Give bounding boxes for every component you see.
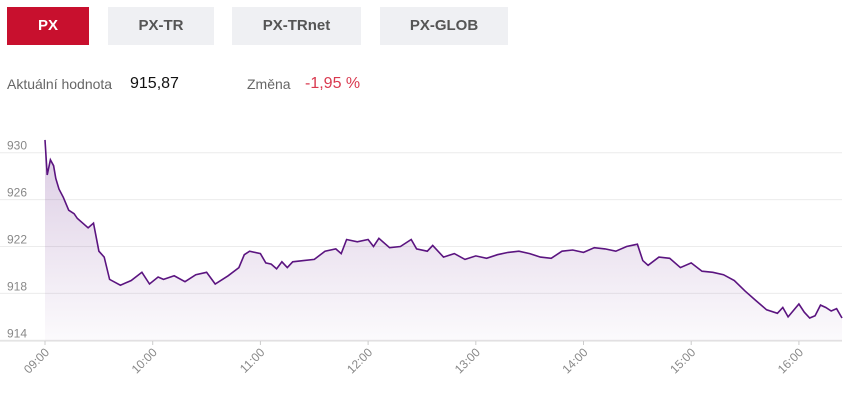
y-tick-label: 914 — [7, 326, 27, 340]
x-tick-label: 09:00 — [21, 345, 52, 376]
area-fill — [45, 139, 842, 341]
x-tick-label: 10:00 — [129, 345, 160, 376]
y-tick-label: 918 — [7, 279, 27, 293]
x-tick-label: 15:00 — [667, 345, 698, 376]
x-tick-label: 13:00 — [452, 345, 483, 376]
x-tick-label: 14:00 — [560, 345, 591, 376]
change: -1,95 % — [305, 75, 361, 92]
y-tick-label: 930 — [7, 139, 27, 153]
x-tick-label: 11:00 — [237, 345, 268, 376]
x-tick-label: 16:00 — [775, 345, 806, 376]
y-tick-label: 926 — [7, 186, 27, 200]
line — [44, 139, 843, 319]
value: 915,87 — [130, 75, 179, 92]
tab[interactable]: PX-TR — [108, 7, 214, 45]
tab[interactable]: PX — [7, 7, 89, 45]
tab[interactable]: PX-GLOB — [380, 7, 508, 45]
value-label: Aktuální hodnota — [7, 76, 113, 92]
tab[interactable]: PX-TRnet — [232, 7, 361, 45]
change-label: Změna — [247, 76, 291, 92]
x-tick-label: 12:00 — [344, 345, 375, 376]
y-tick-label: 922 — [7, 233, 27, 247]
